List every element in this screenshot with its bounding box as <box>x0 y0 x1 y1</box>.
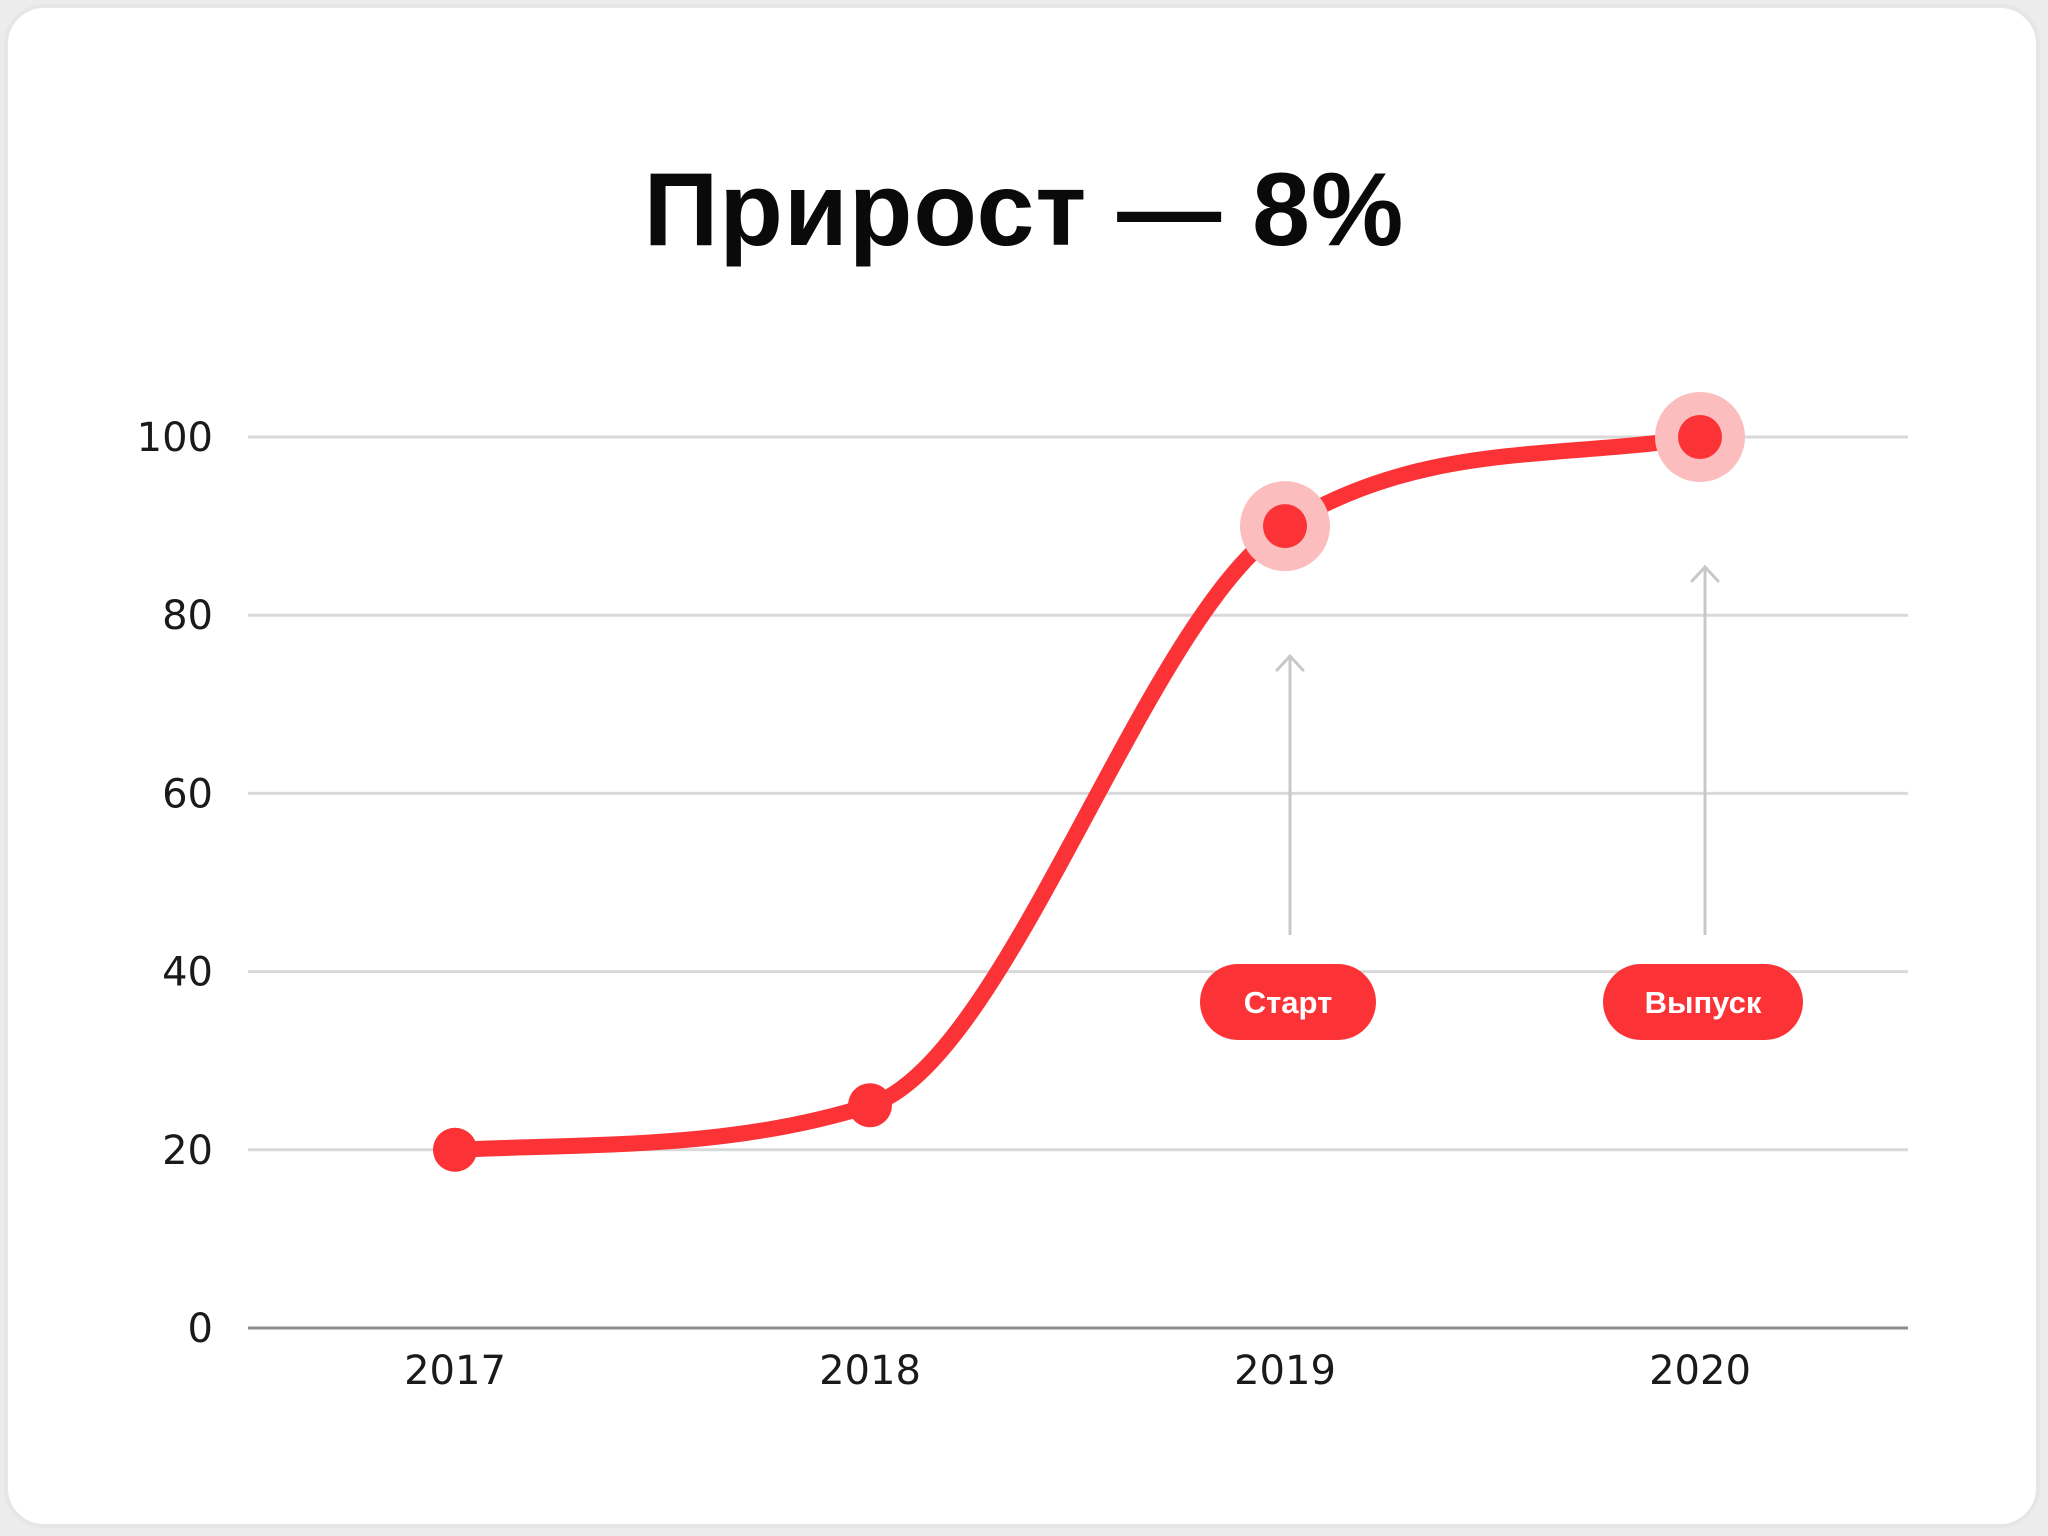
annotation-label: Выпуск <box>1645 985 1762 1020</box>
x-tick-label: 2019 <box>1234 1348 1336 1394</box>
annotation-badge <box>1603 964 1803 1040</box>
data-point <box>1678 415 1722 459</box>
y-tick-label: 0 <box>188 1306 213 1352</box>
x-tick-label: 2020 <box>1649 1348 1751 1394</box>
x-tick-label: 2018 <box>819 1348 921 1394</box>
annotation-arrowhead <box>1690 564 1720 583</box>
grid-layer <box>248 435 1908 1152</box>
annotation-arrowhead <box>1275 653 1305 672</box>
chart-card <box>4 4 2040 1528</box>
x-tick-label: 2017 <box>404 1348 506 1394</box>
series-line <box>447 429 1708 1158</box>
data-point <box>1263 504 1307 549</box>
y-tick-label: 60 <box>162 771 213 817</box>
annotation-label: Старт <box>1244 985 1333 1020</box>
y-tick-label: 20 <box>162 1128 213 1174</box>
data-point <box>433 1127 477 1172</box>
series-layer <box>433 392 1745 1172</box>
y-tick-label: 80 <box>162 593 213 639</box>
data-point <box>848 1083 892 1128</box>
annotation-badge <box>1200 964 1376 1040</box>
chart-title: Прирост — 8% <box>643 152 1405 268</box>
y-tick-label: 100 <box>137 415 213 461</box>
y-tick-label: 40 <box>162 950 213 996</box>
annotation-layer: Старт Выпуск <box>1200 564 1803 1040</box>
axis-layer: 0 20 40 60 80 100 2017 2018 2019 2020 <box>137 415 1908 1394</box>
